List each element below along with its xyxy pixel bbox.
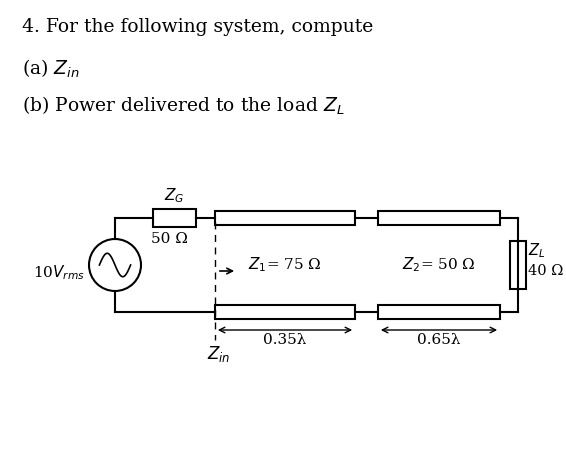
- Text: $Z_G$: $Z_G$: [164, 186, 185, 205]
- FancyBboxPatch shape: [215, 305, 355, 319]
- Text: $Z_1$= 75 Ω: $Z_1$= 75 Ω: [248, 256, 322, 275]
- Text: 0.35λ: 0.35λ: [263, 333, 307, 347]
- Text: (a) $Z_{in}$: (a) $Z_{in}$: [22, 58, 80, 80]
- Text: $Z_2$= 50 Ω: $Z_2$= 50 Ω: [402, 256, 476, 275]
- FancyBboxPatch shape: [215, 211, 355, 225]
- Text: 0.65λ: 0.65λ: [417, 333, 461, 347]
- FancyBboxPatch shape: [153, 209, 196, 227]
- Text: 40 Ω: 40 Ω: [528, 264, 563, 278]
- Text: 10$V_{rms}$: 10$V_{rms}$: [33, 264, 85, 282]
- Text: $Z_L$: $Z_L$: [528, 242, 546, 260]
- Text: 50 Ω: 50 Ω: [151, 232, 188, 246]
- FancyBboxPatch shape: [378, 211, 500, 225]
- FancyBboxPatch shape: [510, 241, 526, 289]
- Text: (b) Power delivered to the load $Z_L$: (b) Power delivered to the load $Z_L$: [22, 95, 345, 117]
- Text: $Z_{in}$: $Z_{in}$: [207, 344, 230, 364]
- FancyBboxPatch shape: [378, 305, 500, 319]
- Text: 4. For the following system, compute: 4. For the following system, compute: [22, 18, 373, 36]
